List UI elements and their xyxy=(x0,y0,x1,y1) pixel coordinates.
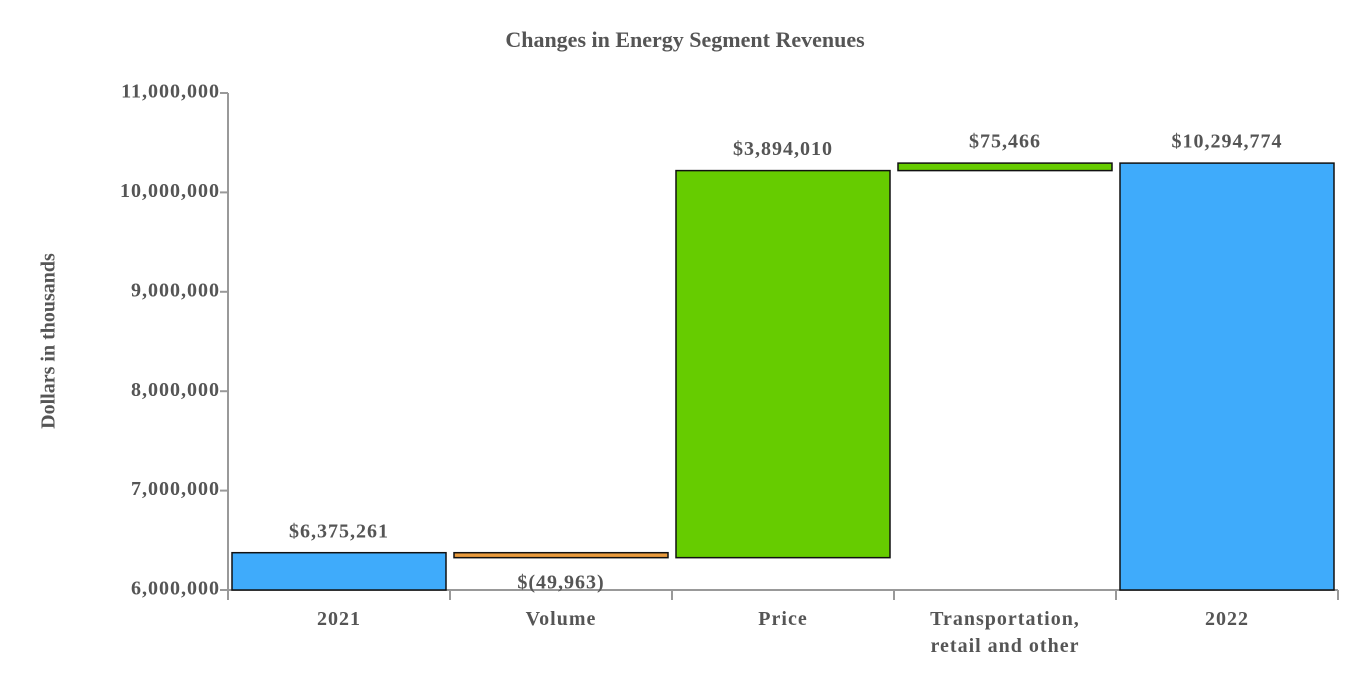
y-tick-label: 11,000,000 xyxy=(121,81,220,103)
x-tick-label: Transportation, retail and other xyxy=(930,608,1080,657)
x-tick-label: Volume xyxy=(525,608,597,630)
data-label: $10,294,774 xyxy=(1172,131,1283,153)
y-tick-label: 7,000,000 xyxy=(131,478,220,500)
y-tick-label: 6,000,000 xyxy=(131,578,220,600)
data-label: $(49,963) xyxy=(517,571,604,593)
y-tick-label: 9,000,000 xyxy=(131,279,220,301)
x-tick-label: Price xyxy=(758,608,808,630)
bar xyxy=(1119,162,1335,591)
y-tick-label: 10,000,000 xyxy=(120,180,220,202)
x-tick-label: 2022 xyxy=(1205,608,1249,630)
bar xyxy=(897,162,1113,172)
bar xyxy=(453,551,669,559)
x-tick-label: 2021 xyxy=(317,608,361,630)
y-axis-label: Dollars in thousands xyxy=(38,253,60,429)
bar xyxy=(675,169,891,559)
data-label: $75,466 xyxy=(969,131,1041,153)
chart-title: Changes in Energy Segment Revenues xyxy=(505,27,865,52)
data-label: $3,894,010 xyxy=(733,138,833,160)
bar xyxy=(231,551,447,591)
y-tick-label: 8,000,000 xyxy=(131,379,220,401)
data-label: $6,375,261 xyxy=(289,520,389,542)
